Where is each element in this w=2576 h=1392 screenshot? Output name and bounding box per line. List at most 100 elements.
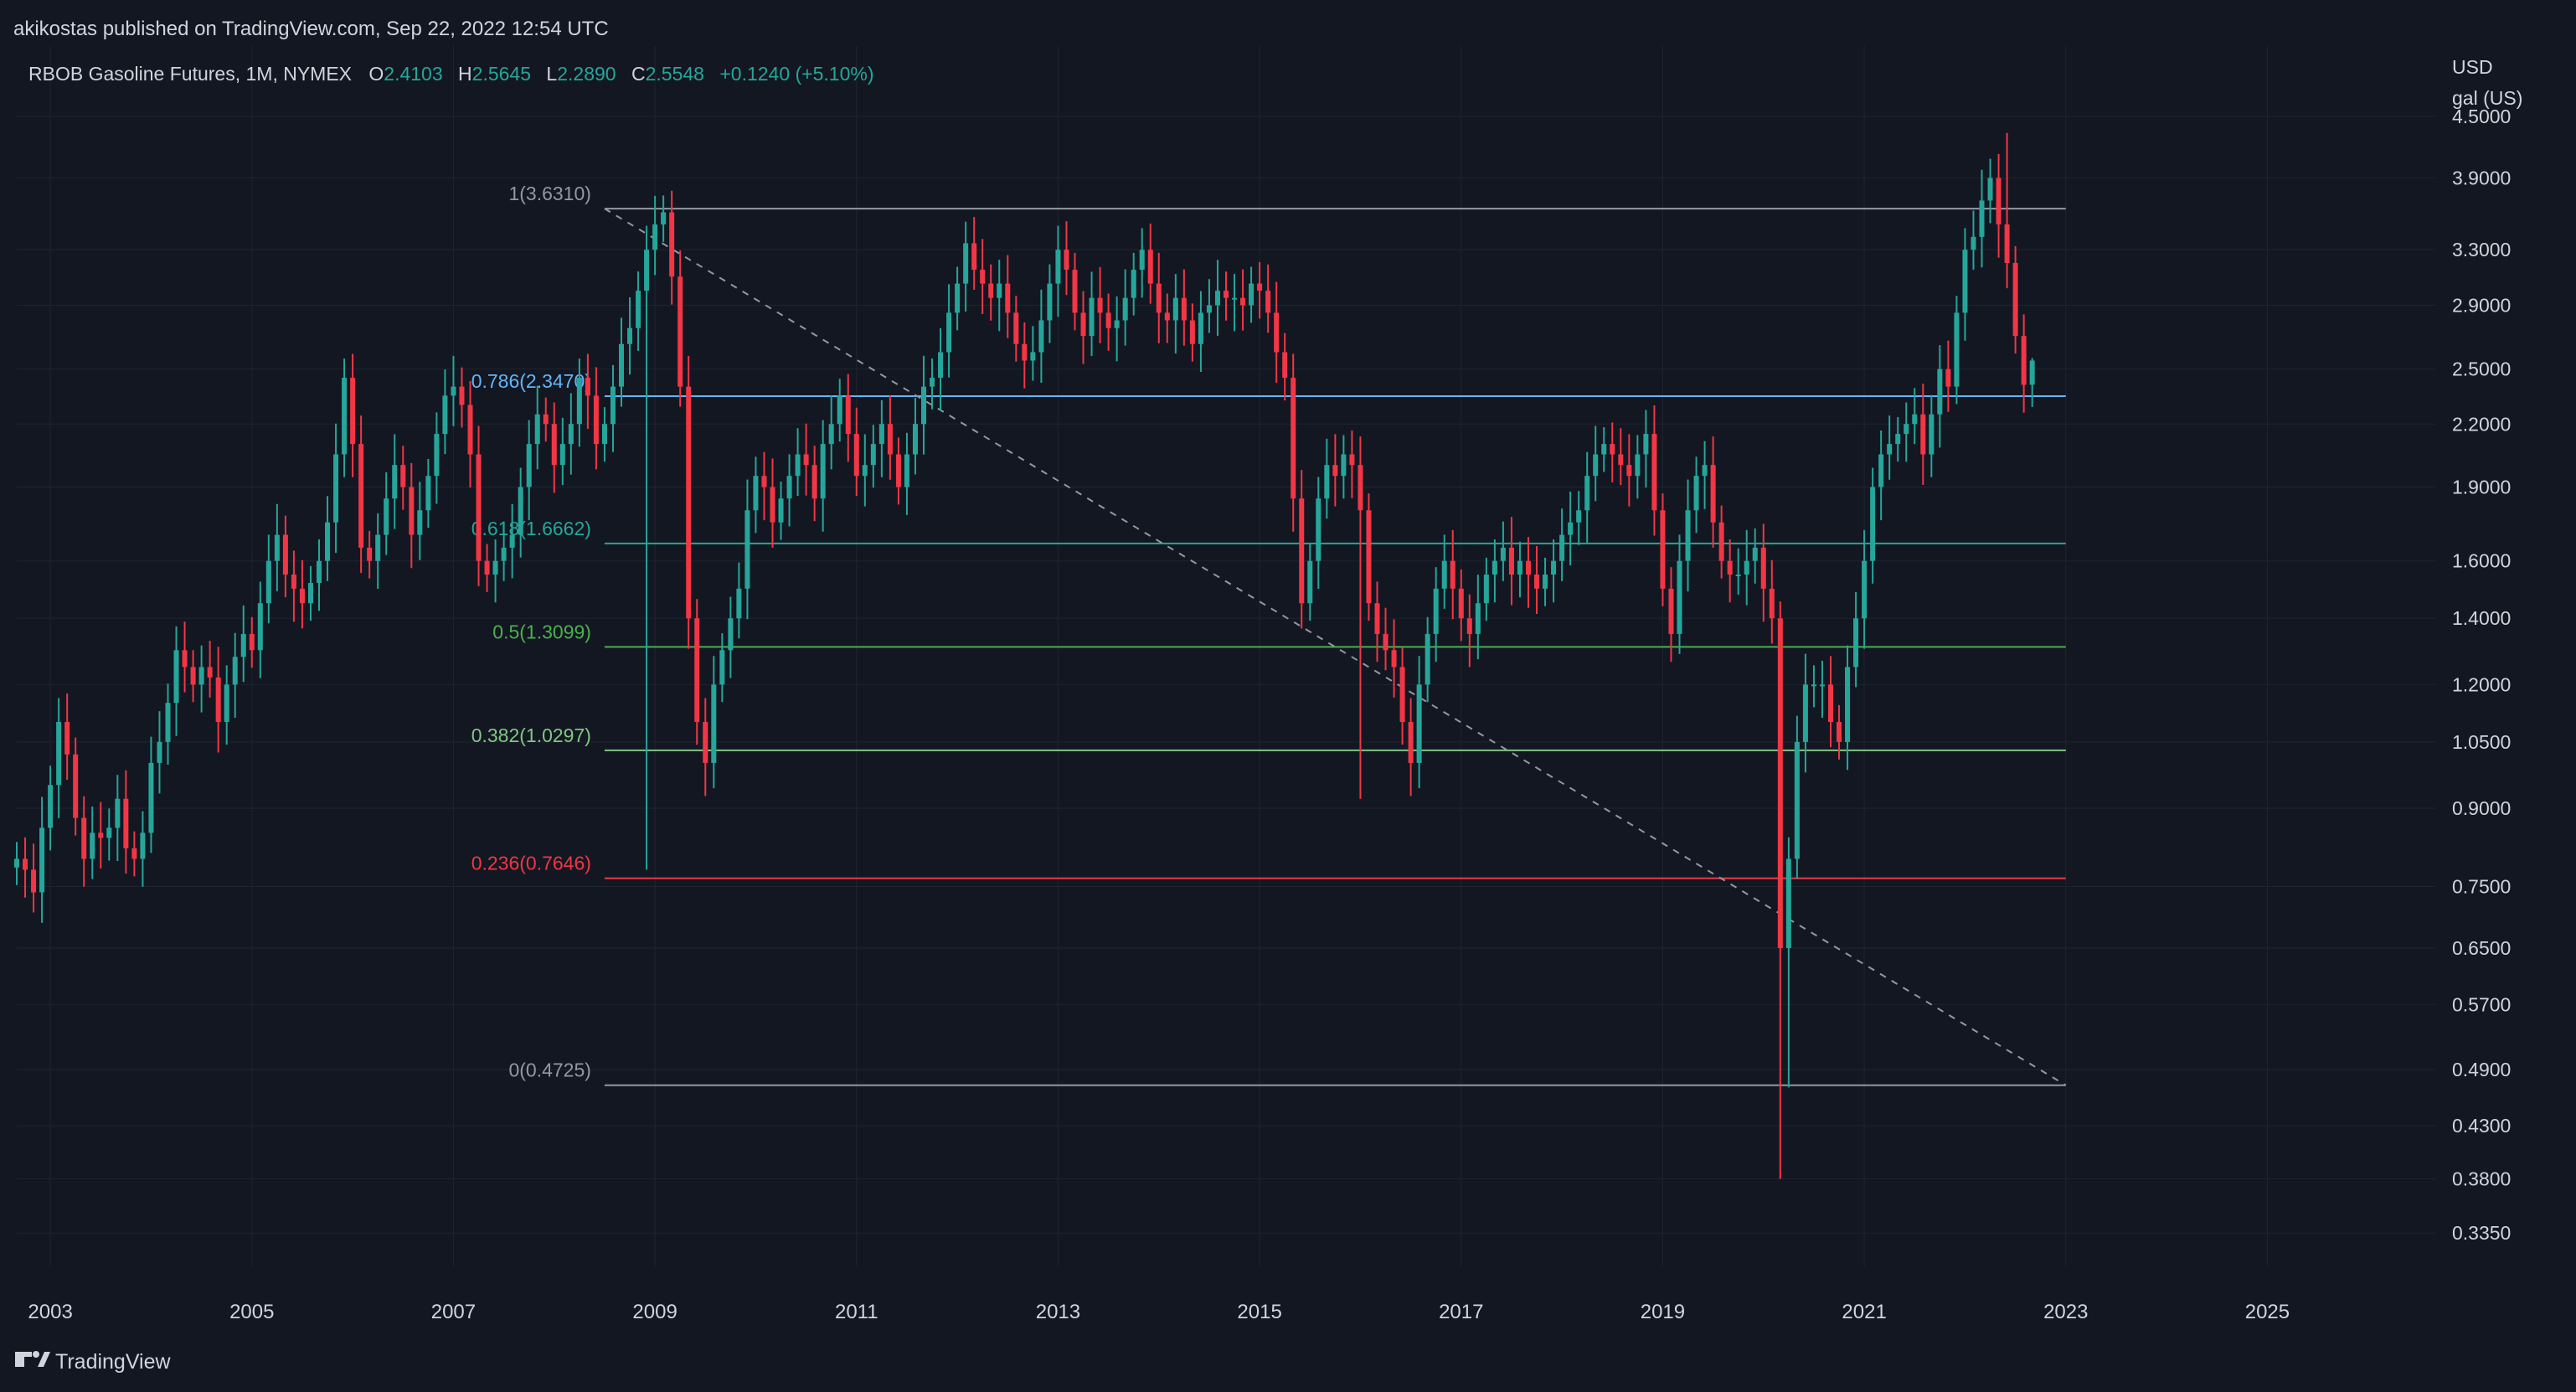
candle[interactable] — [912, 397, 918, 475]
candle[interactable] — [1299, 470, 1305, 629]
candle[interactable] — [786, 454, 792, 527]
candle[interactable] — [644, 225, 650, 870]
candle[interactable] — [106, 808, 112, 861]
candle[interactable] — [249, 616, 255, 668]
candle[interactable] — [719, 633, 725, 703]
candlestick-series[interactable] — [13, 132, 2035, 1179]
candle[interactable] — [1912, 388, 1918, 445]
candle[interactable] — [837, 379, 842, 442]
candle[interactable] — [1710, 436, 1716, 548]
candle[interactable] — [1601, 427, 1607, 472]
candle[interactable] — [1105, 293, 1111, 351]
candle[interactable] — [551, 402, 557, 493]
candle[interactable] — [904, 432, 909, 515]
candle[interactable] — [1391, 619, 1397, 698]
candle[interactable] — [711, 656, 717, 789]
candle[interactable] — [1492, 539, 1497, 603]
candle[interactable] — [1920, 383, 1926, 485]
candle[interactable] — [1593, 425, 1599, 502]
candle[interactable] — [1971, 210, 1976, 271]
candle[interactable] — [1752, 528, 1758, 584]
candle[interactable] — [384, 472, 389, 555]
candle[interactable] — [1038, 289, 1044, 383]
candle[interactable] — [115, 775, 121, 861]
candle[interactable] — [1374, 581, 1380, 662]
candle[interactable] — [13, 842, 20, 885]
candle[interactable] — [1240, 269, 1246, 331]
candle[interactable] — [1257, 261, 1263, 319]
candle[interactable] — [1525, 537, 1532, 608]
candle[interactable] — [1853, 591, 1859, 688]
candle[interactable] — [409, 462, 415, 569]
candle[interactable] — [1635, 435, 1641, 499]
candle[interactable] — [1677, 534, 1682, 654]
candle[interactable] — [1274, 281, 1280, 383]
candle[interactable] — [1543, 557, 1548, 606]
candle[interactable] — [1735, 548, 1741, 595]
candle[interactable] — [518, 467, 523, 558]
candle[interactable] — [795, 428, 801, 497]
candle[interactable] — [997, 260, 1002, 332]
candle[interactable] — [971, 217, 977, 291]
candle[interactable] — [703, 698, 708, 797]
candle[interactable] — [1055, 225, 1061, 317]
candle[interactable] — [811, 446, 817, 522]
candle[interactable] — [265, 534, 271, 624]
candle[interactable] — [1416, 656, 1422, 789]
candle[interactable] — [534, 385, 540, 470]
candle[interactable] — [618, 317, 625, 407]
candle[interactable] — [325, 496, 331, 581]
candle[interactable] — [1837, 704, 1842, 760]
fib-trend-line[interactable] — [604, 208, 2067, 1086]
candle[interactable] — [2029, 358, 2035, 407]
tradingview-logo[interactable]: TradingView — [15, 1350, 172, 1374]
candle[interactable] — [1282, 333, 1288, 401]
candle[interactable] — [1718, 505, 1724, 579]
candle[interactable] — [862, 434, 868, 507]
candle[interactable] — [1962, 228, 1968, 341]
candle[interactable] — [1097, 266, 1103, 343]
candle[interactable] — [1122, 269, 1128, 346]
candle[interactable] — [1139, 228, 1145, 298]
candle[interactable] — [694, 599, 700, 745]
candle[interactable] — [1551, 539, 1557, 603]
candle[interactable] — [73, 737, 79, 836]
candle[interactable] — [215, 647, 221, 753]
candle[interactable] — [148, 736, 154, 853]
candle[interactable] — [1265, 264, 1271, 333]
candle[interactable] — [543, 397, 549, 442]
candle[interactable] — [1458, 569, 1464, 642]
candle[interactable] — [1785, 837, 1791, 1088]
candle[interactable] — [661, 195, 667, 242]
candle[interactable] — [1870, 467, 1876, 584]
candle[interactable] — [1232, 274, 1238, 332]
candle[interactable] — [90, 807, 95, 879]
candle[interactable] — [744, 479, 750, 620]
candle[interactable] — [232, 632, 238, 718]
candle[interactable] — [1022, 322, 1028, 389]
candle[interactable] — [1996, 153, 2002, 258]
candle[interactable] — [1307, 544, 1313, 621]
candle[interactable] — [946, 284, 952, 378]
candle[interactable] — [820, 420, 826, 532]
candle[interactable] — [1399, 647, 1405, 745]
candle[interactable] — [442, 369, 448, 455]
candle[interactable] — [476, 425, 482, 586]
candle[interactable] — [1744, 529, 1749, 606]
candle[interactable] — [1777, 601, 1783, 1179]
candle[interactable] — [988, 264, 994, 321]
candle[interactable] — [1072, 252, 1078, 331]
fib-retracement[interactable]: 1(3.6310) 0.786(2.3470) 0.618(1.6662) 0.5(1… — [471, 183, 2067, 1086]
candle[interactable] — [1249, 266, 1255, 323]
candle[interactable] — [307, 565, 313, 621]
candle[interactable] — [64, 693, 70, 780]
candle[interactable] — [509, 503, 515, 579]
candle[interactable] — [1198, 291, 1203, 373]
candle[interactable] — [1383, 607, 1388, 671]
candle[interactable] — [1685, 479, 1691, 592]
candle[interactable] — [930, 358, 935, 410]
candle[interactable] — [1408, 698, 1414, 797]
candle[interactable] — [240, 605, 246, 683]
candle[interactable] — [350, 353, 356, 477]
